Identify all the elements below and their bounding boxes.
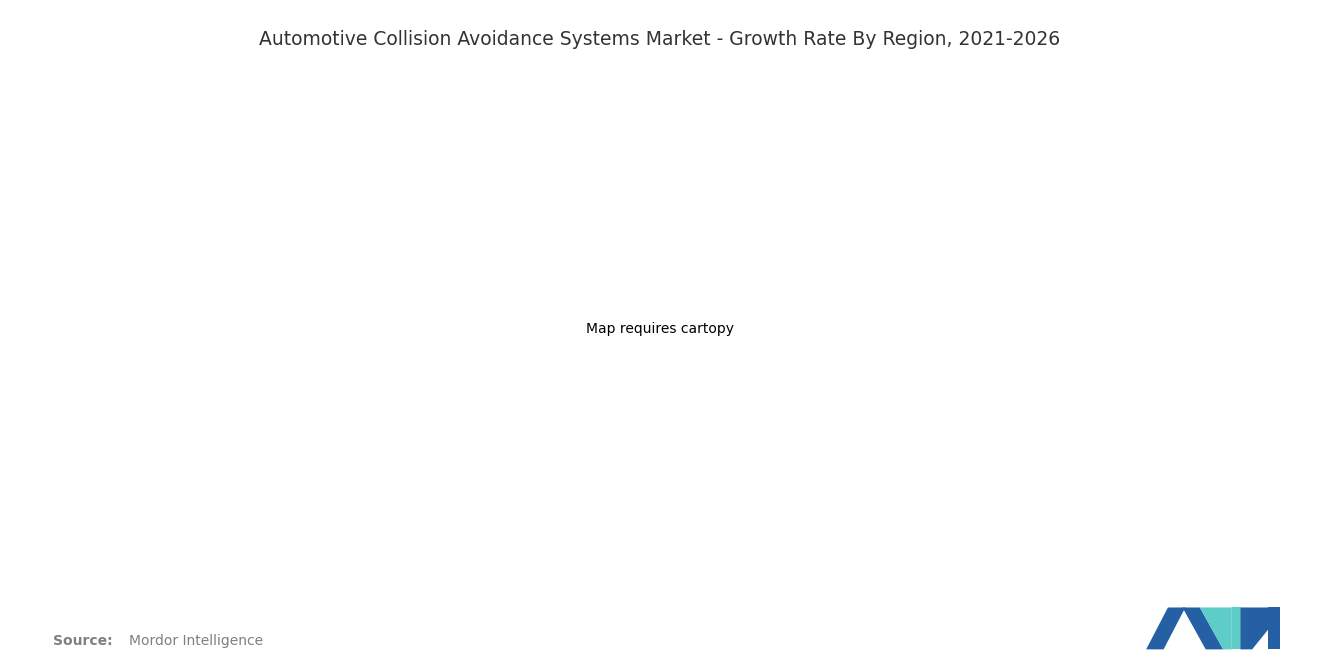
Polygon shape — [1232, 608, 1241, 649]
Text: Map requires cartopy: Map requires cartopy — [586, 321, 734, 336]
Text: Mordor Intelligence: Mordor Intelligence — [129, 634, 264, 648]
Polygon shape — [1146, 608, 1185, 649]
Polygon shape — [1183, 608, 1224, 649]
Text: Automotive Collision Avoidance Systems Market - Growth Rate By Region, 2021-2026: Automotive Collision Avoidance Systems M… — [260, 30, 1060, 49]
Polygon shape — [1241, 608, 1280, 649]
Polygon shape — [1269, 608, 1280, 649]
Text: Source:: Source: — [53, 634, 112, 648]
Polygon shape — [1200, 608, 1232, 649]
